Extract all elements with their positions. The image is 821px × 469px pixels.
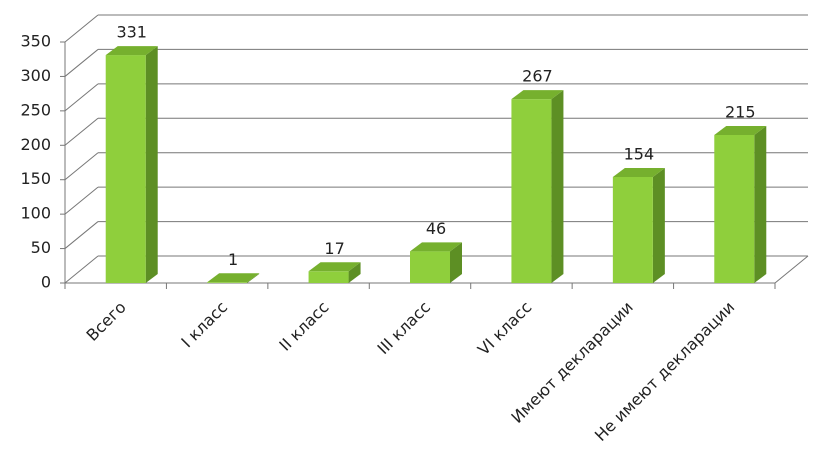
y-tick-label: 250 xyxy=(20,100,51,119)
y-tick-label: 0 xyxy=(41,273,51,292)
x-tick-label: I класс xyxy=(177,298,231,352)
value-label: 17 xyxy=(324,239,344,258)
bar-side xyxy=(754,125,767,283)
y-tick-label: 100 xyxy=(20,204,51,223)
bar-side xyxy=(551,90,564,283)
x-tick-label: II класс xyxy=(275,298,332,355)
grid-line xyxy=(64,117,99,146)
grid-line xyxy=(64,14,99,43)
bar xyxy=(714,134,755,283)
value-label: 154 xyxy=(624,144,655,163)
x-tick-label: III класс xyxy=(374,298,434,358)
bar xyxy=(308,271,349,283)
grid-line xyxy=(64,83,99,112)
grid-line xyxy=(64,186,99,215)
value-label: 215 xyxy=(725,102,756,121)
bar-top xyxy=(308,262,361,272)
bar-side xyxy=(652,167,665,283)
grid-line xyxy=(64,221,99,249)
bar-top xyxy=(714,125,767,135)
bar xyxy=(612,176,653,283)
grid-line xyxy=(64,152,99,181)
grid-line xyxy=(64,255,99,284)
value-label: 46 xyxy=(426,219,446,238)
bar-top xyxy=(612,167,665,177)
bar-side xyxy=(145,46,158,284)
bar-top xyxy=(105,46,158,56)
bar-top xyxy=(207,273,260,283)
grid-line xyxy=(64,49,99,77)
bar-top xyxy=(511,90,564,100)
bar-side xyxy=(348,262,361,283)
value-label: 1 xyxy=(228,250,238,269)
x-tick-label: VI класс xyxy=(474,298,536,360)
bar xyxy=(410,251,450,283)
bar-side xyxy=(450,242,462,283)
y-tick-label: 200 xyxy=(20,135,51,154)
bar xyxy=(207,282,248,283)
bar-side xyxy=(247,273,260,283)
value-label: 331 xyxy=(116,23,147,42)
bar-top xyxy=(410,242,462,252)
bar xyxy=(511,99,552,283)
y-tick-label: 50 xyxy=(31,238,51,257)
value-label: 267 xyxy=(522,67,553,86)
bar xyxy=(105,55,146,283)
y-tick-label: 150 xyxy=(20,169,51,188)
x-tick-label: Всего xyxy=(82,298,129,345)
y-tick-label: 300 xyxy=(20,66,51,85)
y-tick-label: 350 xyxy=(20,32,51,51)
